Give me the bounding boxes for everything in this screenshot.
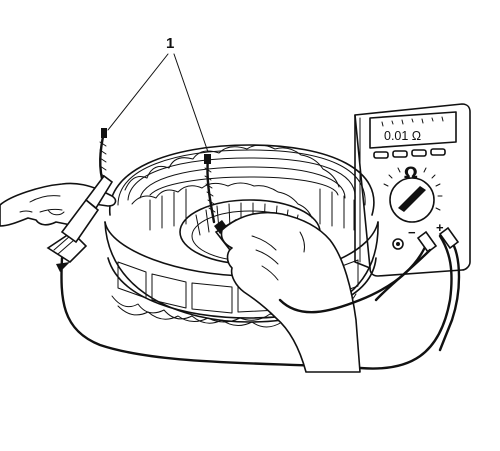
meter-buttons [373, 148, 446, 159]
negative-terminal-label: − [408, 225, 416, 240]
callout-number: 1 [166, 35, 174, 52]
dial-symbol: Ω [404, 163, 418, 182]
digital-multimeter: 0.01 Ω Ω − + [354, 103, 471, 352]
meter-reading: 0.01 Ω [384, 129, 421, 143]
right-probe-lead [278, 238, 430, 314]
stator-windings-top [117, 144, 366, 219]
callout-1: 1 [107, 35, 209, 153]
com-jack [392, 238, 404, 250]
meter-display [369, 111, 457, 149]
positive-terminal-label: + [436, 220, 444, 235]
right-hand [220, 211, 361, 373]
rotary-selector-dial [383, 167, 443, 223]
left-test-probe [60, 174, 114, 244]
positive-lead-plug [438, 226, 461, 352]
stator-lead-right [204, 154, 216, 224]
negative-lead-plug [374, 230, 438, 302]
